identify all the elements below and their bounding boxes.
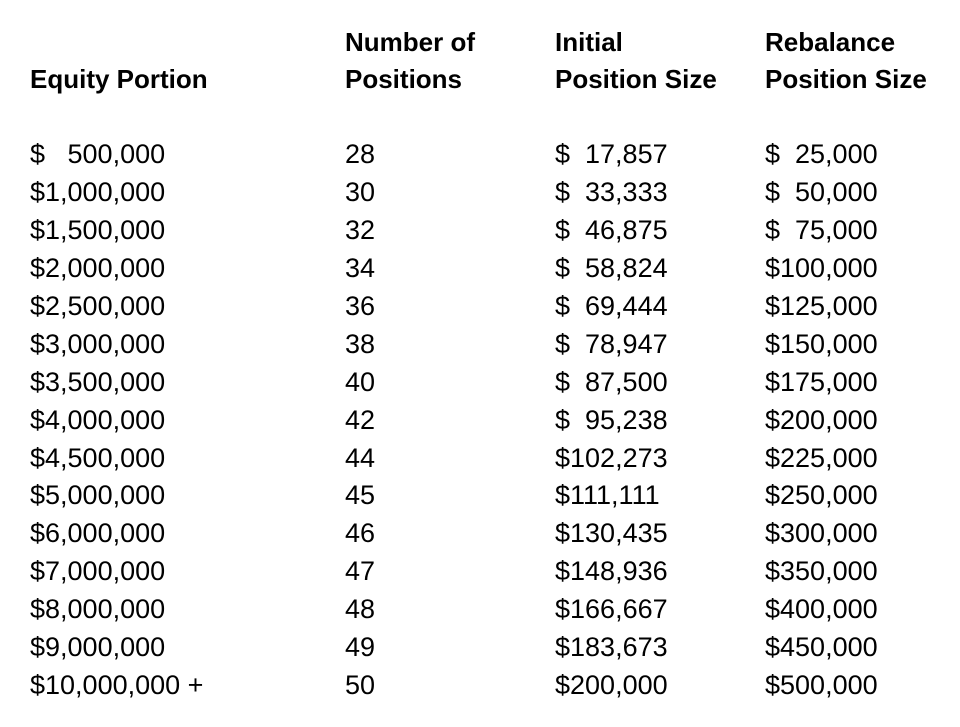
table-row: $2,000,000 34 $ 58,824 $100,000	[30, 250, 960, 288]
number-of-positions-cell: 46	[345, 518, 376, 549]
number-of-positions-cell: 45	[345, 480, 376, 511]
initial-position-size-cell: $ 95,238	[555, 404, 668, 435]
header-initial-position-size-line2: Position Size	[555, 64, 717, 94]
number-of-positions-cell: 49	[345, 632, 376, 663]
table-row: $ 500,000 28 $ 17,857 $ 25,000	[30, 136, 960, 174]
initial-position-size-cell: $ 69,444	[555, 291, 668, 321]
rebalance-position-size-cell: $450,000	[765, 632, 878, 663]
equity-portion-cell: $6,000,000	[30, 518, 166, 549]
table-row: $2,500,000 36 $ 69,444 $125,000	[30, 288, 960, 326]
table-row: $6,000,000 46 $130,435 $300,000	[30, 515, 960, 553]
table-row: $4,000,000 42 $ 95,238 $200,000	[30, 401, 960, 439]
equity-portion-cell: $7,000,000	[30, 556, 166, 587]
rebalance-position-size-cell: $350,000	[765, 556, 878, 587]
equity-portion-cell: $5,000,000	[30, 480, 166, 511]
header-number-of-positions-line1: Number of	[345, 27, 475, 57]
table-row: $3,500,000 40 $ 87,500 $175,000	[30, 363, 960, 401]
equity-portion-cell: $9,000,000	[30, 632, 166, 663]
rebalance-position-size-cell: $250,000	[765, 480, 878, 511]
initial-position-size-cell: $ 58,824	[555, 253, 668, 284]
initial-position-size-cell: $183,673	[555, 632, 668, 663]
rebalance-position-size-cell: $ 75,000	[765, 215, 878, 246]
number-of-positions-cell: 34	[345, 253, 376, 284]
initial-position-size-cell: $102,273	[555, 442, 668, 473]
table-row: $1,500,000 32 $ 46,875 $ 75,000	[30, 212, 960, 250]
equity-portion-cell: $1,500,000	[30, 215, 166, 246]
header-rebalance-position-size-line1: Rebalance	[765, 27, 896, 57]
number-of-positions-cell: 28	[345, 139, 376, 170]
equity-portion-cell: $3,500,000	[30, 366, 166, 397]
rebalance-position-size-cell: $400,000	[765, 594, 878, 625]
rebalance-position-size-cell: $ 25,000	[765, 139, 878, 170]
rebalance-position-size-cell: $150,000	[765, 328, 878, 359]
initial-position-size-cell: $ 17,857	[555, 139, 668, 170]
table-row: $5,000,000 45 $111,111 $250,000	[30, 477, 960, 515]
number-of-positions-cell: 50	[345, 669, 376, 700]
table-row: $3,000,000 38 $ 78,947 $150,000	[30, 325, 960, 363]
number-of-positions-cell: 32	[345, 215, 376, 246]
header-number-of-positions: Number of Positions	[345, 24, 555, 98]
header-rebalance-position-size-line2: Position Size	[765, 64, 927, 94]
initial-position-size-cell: $ 78,947	[555, 328, 668, 359]
initial-position-size-cell: $200,000	[555, 669, 668, 700]
rebalance-position-size-cell: $ 50,000	[765, 177, 878, 208]
header-initial-position-size: Initial Position Size	[555, 24, 765, 98]
header-number-of-positions-line2: Positions	[345, 64, 463, 94]
table-row: $7,000,000 47 $148,936 $350,000	[30, 553, 960, 591]
table-row: $8,000,000 48 $166,667 $400,000	[30, 591, 960, 629]
table-row: $4,500,000 44 $102,273 $225,000	[30, 439, 960, 477]
rebalance-position-size-cell: $175,000	[765, 366, 878, 397]
equity-portion-cell: $8,000,000	[30, 594, 166, 625]
header-rebalance-position-size: Rebalance Position Size	[765, 24, 960, 98]
rebalance-position-size-cell: $200,000	[765, 404, 878, 435]
initial-position-size-cell: $ 87,500	[555, 366, 668, 397]
number-of-positions-cell: 42	[345, 404, 376, 435]
header-equity-portion: Equity Portion	[30, 61, 345, 98]
rebalance-position-size-cell: $500,000	[765, 669, 878, 700]
initial-position-size-cell: $130,435	[555, 518, 668, 549]
equity-portion-cell: $4,000,000	[30, 404, 166, 435]
position-size-table: Equity Portion Number of Positions Initi…	[30, 22, 960, 704]
equity-portion-cell: $2,000,000	[30, 253, 166, 284]
table-row: $1,000,000 30 $ 33,333 $ 50,000	[30, 174, 960, 212]
number-of-positions-cell: 48	[345, 594, 376, 625]
initial-position-size-cell: $ 46,875	[555, 215, 668, 246]
equity-portion-cell: $4,500,000	[30, 442, 166, 473]
rebalance-position-size-cell: $125,000	[765, 291, 878, 321]
number-of-positions-cell: 30	[345, 177, 376, 208]
table-row: $10,000,000 + 50 $200,000 $500,000	[30, 666, 960, 704]
initial-position-size-cell: $148,936	[555, 556, 668, 587]
rebalance-position-size-cell: $225,000	[765, 442, 878, 473]
number-of-positions-cell: 40	[345, 366, 376, 397]
equity-portion-cell: $1,000,000	[30, 177, 166, 208]
number-of-positions-cell: 36	[345, 291, 376, 321]
table-body: $ 500,000 28 $ 17,857 $ 25,000 $1,000,00…	[30, 136, 960, 704]
rebalance-position-size-cell: $300,000	[765, 518, 878, 549]
equity-portion-cell: $3,000,000	[30, 328, 166, 359]
header-equity-portion-line2: Equity Portion	[30, 64, 208, 94]
initial-position-size-cell: $166,667	[555, 594, 668, 625]
table-header: Equity Portion Number of Positions Initi…	[30, 22, 960, 98]
equity-portion-cell: $2,500,000	[30, 291, 166, 321]
number-of-positions-cell: 44	[345, 442, 376, 473]
equity-portion-cell: $10,000,000 +	[30, 669, 204, 700]
rebalance-position-size-cell: $100,000	[765, 253, 878, 284]
initial-position-size-cell: $111,111	[555, 480, 660, 511]
header-initial-position-size-line1: Initial	[555, 27, 623, 57]
initial-position-size-cell: $ 33,333	[555, 177, 668, 208]
number-of-positions-cell: 47	[345, 556, 376, 587]
equity-portion-cell: $ 500,000	[30, 139, 166, 170]
table-row: $9,000,000 49 $183,673 $450,000	[30, 629, 960, 667]
number-of-positions-cell: 38	[345, 328, 376, 359]
